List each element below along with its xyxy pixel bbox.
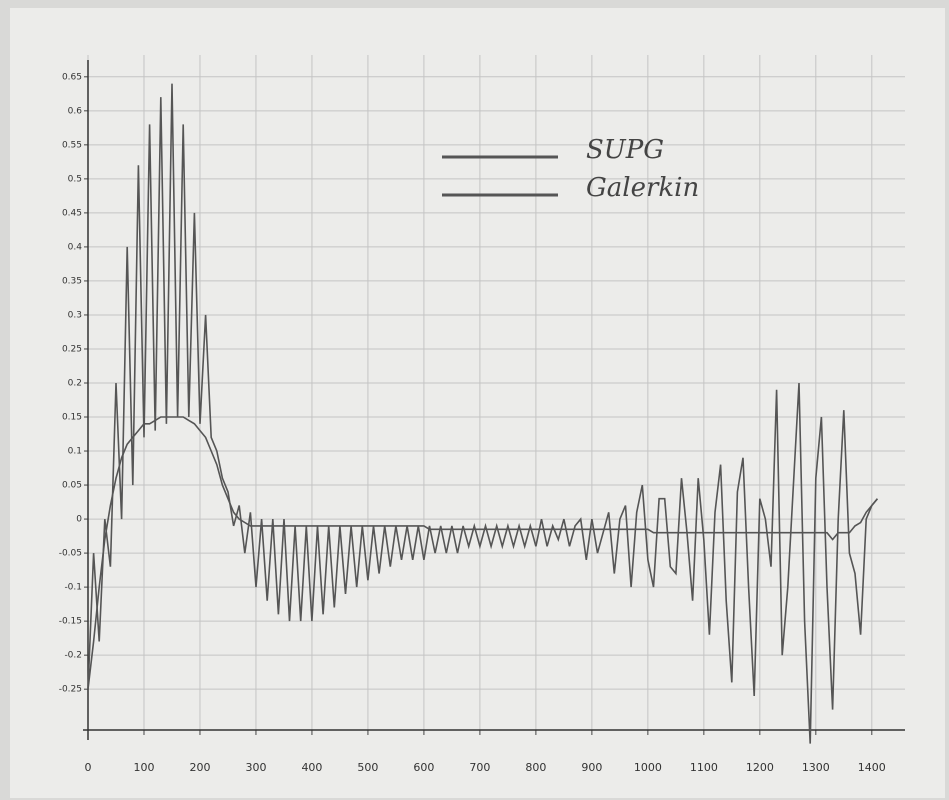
y-tick-label: 0.2 bbox=[68, 378, 82, 388]
y-tick-label: 0 bbox=[76, 515, 82, 525]
x-tick-label: 0 bbox=[85, 761, 92, 774]
x-tick-label: 900 bbox=[581, 761, 602, 774]
x-tick-label: 600 bbox=[413, 761, 434, 774]
x-tick-label: 300 bbox=[245, 761, 266, 774]
x-tick-label: 1100 bbox=[690, 761, 718, 774]
y-tick-label: -0.2 bbox=[64, 651, 82, 661]
y-tick-label: 0.55 bbox=[62, 140, 82, 150]
y-tick-label: 0.3 bbox=[68, 310, 82, 320]
legend-text: SUPG bbox=[586, 135, 664, 165]
y-tick-label: 0.05 bbox=[62, 481, 82, 491]
series-line bbox=[87, 83, 879, 744]
y-tick-label: 0.25 bbox=[62, 344, 82, 354]
y-tick-label: 0.45 bbox=[62, 208, 82, 218]
y-tick-label: 0.5 bbox=[68, 174, 82, 184]
x-tick-label: 1400 bbox=[858, 761, 886, 774]
x-tick-label: 100 bbox=[133, 761, 154, 774]
y-tick-label: -0.25 bbox=[59, 685, 82, 695]
x-tick-label: 200 bbox=[189, 761, 210, 774]
y-tick-label: 0.6 bbox=[68, 106, 83, 116]
y-tick-label: 0.4 bbox=[68, 242, 83, 252]
y-tick-label: 0.35 bbox=[62, 276, 82, 286]
x-tick-label: 500 bbox=[357, 761, 378, 774]
x-tick-label: 800 bbox=[525, 761, 546, 774]
x-tick-label: 1000 bbox=[634, 761, 662, 774]
x-tick-label: 1300 bbox=[802, 761, 830, 774]
y-tick-label: 0.65 bbox=[62, 72, 82, 82]
y-tick-label: -0.05 bbox=[59, 549, 82, 559]
y-tick-label: -0.15 bbox=[59, 617, 82, 627]
y-tick-label: -0.1 bbox=[64, 583, 82, 593]
legend-text: Galerkin bbox=[586, 173, 699, 203]
y-tick-label: 0.15 bbox=[62, 413, 82, 423]
x-tick-label: 400 bbox=[301, 761, 322, 774]
x-tick-label: 700 bbox=[469, 761, 490, 774]
x-tick-label: 1200 bbox=[746, 761, 774, 774]
y-tick-label: 0.1 bbox=[68, 447, 82, 457]
